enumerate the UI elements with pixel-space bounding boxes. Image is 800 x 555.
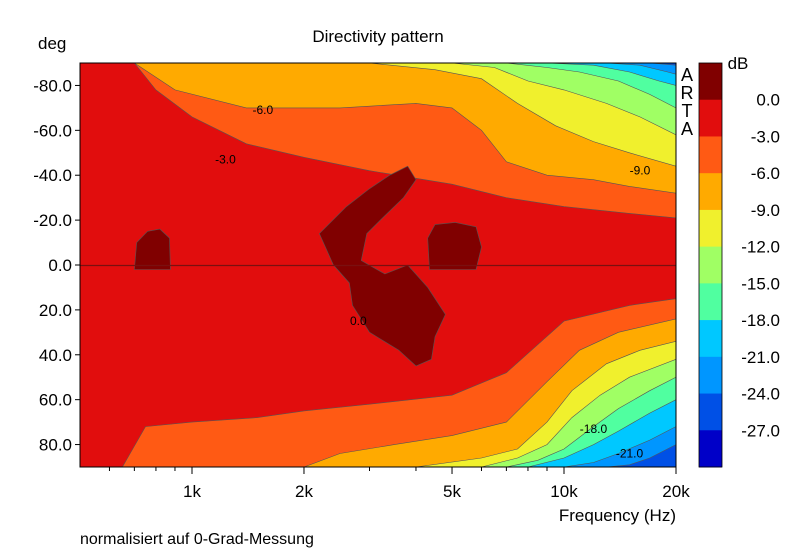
contour-labels: -6.0 -3.0 -9.0 0.0 -18.0 -21.0 — [215, 103, 651, 460]
brand-letter: A — [680, 65, 693, 85]
x-tick-label: 20k — [662, 482, 690, 501]
y-axis-ticks: -80.0 -60.0 -40.0 -20.0 0.0 20.0 40.0 60.0 80.0 — [33, 76, 80, 455]
y-tick-label: -80.0 — [33, 76, 72, 95]
colorbar-swatch — [699, 356, 722, 395]
band-top-minus21 — [606, 63, 676, 75]
colorbar-label: -24.0 — [741, 385, 780, 404]
brand-letter: T — [681, 101, 693, 121]
x-tick-label: 2k — [295, 482, 313, 501]
colorbar-swatch — [699, 173, 722, 211]
band-bottom-minus24 — [606, 444, 676, 467]
chart-title: Directivity pattern — [312, 27, 443, 46]
colorbar-label: -21.0 — [741, 348, 780, 367]
peak-region-1 — [427, 222, 482, 270]
x-tick-label: 5k — [443, 482, 461, 501]
colorbar-label: -6.0 — [751, 164, 780, 183]
x-tick-label: 10k — [550, 482, 578, 501]
y-tick-label: -40.0 — [33, 166, 72, 185]
colorbar-swatch — [699, 209, 722, 248]
y-tick-label: 60.0 — [39, 391, 72, 410]
colorbar-label: -9.0 — [751, 201, 780, 220]
y-tick-label: -20.0 — [33, 211, 72, 230]
y-tick-label: 0.0 — [48, 256, 72, 275]
x-tick-label: 1k — [183, 482, 201, 501]
colorbar-swatch — [699, 246, 722, 284]
brand-letter: A — [680, 119, 693, 139]
colorbar-label: -15.0 — [741, 274, 780, 293]
colorbar-swatch — [699, 430, 722, 468]
x-axis-ticks: 1k 2k 5k 10k 20k — [108, 467, 690, 501]
colorbar-label: -18.0 — [741, 311, 780, 330]
colorbar-swatch — [699, 136, 722, 174]
contour-label: -3.0 — [215, 153, 236, 167]
colorbar-label: -3.0 — [751, 127, 780, 146]
colorbar-label: -27.0 — [741, 421, 780, 440]
band-bottom-minus21 — [563, 426, 676, 467]
colorbar-label: -12.0 — [741, 238, 780, 257]
y-tick-label: 40.0 — [39, 346, 72, 365]
contour-label: -6.0 — [252, 103, 273, 117]
colorbar: 0.0 -3.0 -6.0 -9.0 -12.0 -15.0 -18.0 -21.0 -24.0… — [698, 62, 780, 468]
contour-label: -18.0 — [580, 422, 608, 436]
y-tick-label: 20.0 — [39, 301, 72, 320]
y-tick-label: -60.0 — [33, 121, 72, 140]
colorbar-swatch — [699, 393, 722, 431]
band-top-minus15 — [506, 63, 676, 109]
colorbar-swatch — [699, 320, 722, 358]
peak-region-0 — [319, 165, 446, 367]
band-top-minus18 — [546, 63, 676, 86]
contour-label: 0.0 — [350, 314, 367, 328]
colorbar-swatch — [699, 63, 722, 101]
y-axis-label: deg — [38, 34, 66, 53]
band-top-minus9 — [155, 63, 676, 167]
footnote: normalisiert auf 0-Grad-Messung — [80, 531, 314, 548]
peak-region-2 — [134, 228, 171, 270]
colorbar-swatch — [699, 283, 722, 321]
brand-letter: R — [680, 83, 694, 103]
contour-label: -9.0 — [630, 164, 651, 178]
colorbar-frame — [698, 62, 723, 468]
brand-logo: A R T A — [680, 66, 694, 138]
contour-label: -21.0 — [616, 447, 644, 461]
y-tick-label: 80.0 — [39, 436, 72, 455]
colorbar-swatch — [699, 99, 722, 137]
x-axis-label: Frequency (Hz) — [559, 506, 676, 525]
band-top-minus24 — [649, 63, 676, 66]
contour-plot-area — [80, 63, 676, 467]
colorbar-unit-label: dB — [728, 54, 749, 73]
colorbar-label: 0.0 — [756, 91, 780, 110]
